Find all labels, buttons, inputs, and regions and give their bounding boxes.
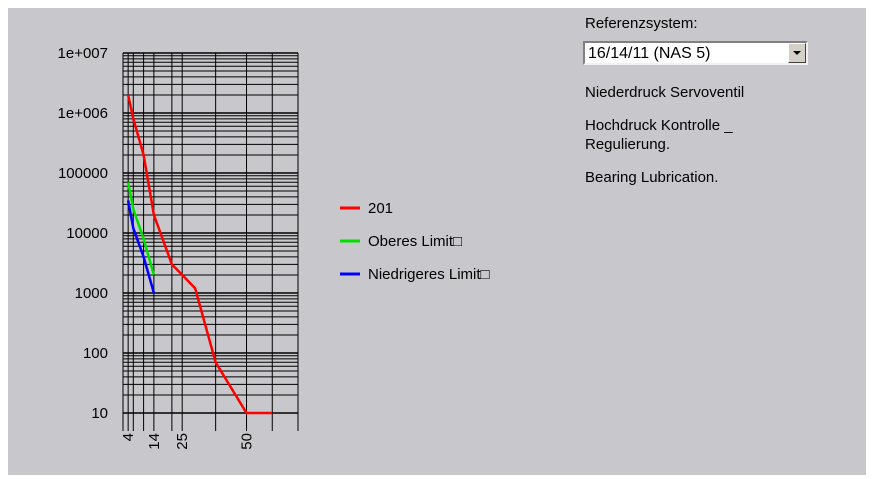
chart-series — [126, 94, 273, 415]
chart-legend: 201 Oberes Limit□ Niedrigeres Limit□ — [340, 200, 490, 283]
contamination-chart: 1e+007 1e+006 100000 10000 1000 100 10 4 14 25 50… — [58, 45, 490, 450]
x-tick-label: 25 — [174, 433, 191, 450]
y-tick-label: 1e+007 — [58, 45, 108, 62]
application-text-1: Niederdruck Servoventil — [585, 84, 745, 101]
application-text-2: Hochdruck Kontrolle _ Regulierung. — [585, 117, 733, 153]
y-tick-label: 10 — [91, 405, 108, 422]
series-line-3 — [126, 200, 156, 294]
x-axis-tick-labels: 4 14 25 50 — [120, 433, 255, 450]
x-tick-label: 4 — [120, 433, 137, 441]
series-line-1 — [126, 94, 273, 415]
reference-system-value: 16/14/11 (NAS 5) — [588, 45, 711, 62]
x-tick-label: 14 — [146, 433, 163, 450]
legend-label-3: Niedrigeres Limit□ — [368, 266, 490, 283]
chart-grid — [122, 52, 299, 431]
y-tick-label: 10000 — [66, 225, 108, 242]
chart-panel: 1e+007 1e+006 100000 10000 1000 100 10 4 14 25 50… — [8, 8, 866, 475]
legend-label-2: Oberes Limit□ — [368, 233, 462, 250]
reference-section: Referenzsystem: 16/14/11 (NAS 5) Niederd… — [583, 14, 853, 187]
reference-system-dropdown[interactable]: 16/14/11 (NAS 5) — [583, 41, 808, 65]
y-tick-label: 100 — [83, 345, 108, 362]
application-text-3: Bearing Lubrication. — [585, 169, 719, 186]
y-tick-label: 1000 — [75, 285, 108, 302]
legend-label-1: 201 — [368, 200, 393, 217]
y-tick-label: 100000 — [58, 165, 108, 182]
reference-system-label: Referenzsystem: — [585, 15, 698, 32]
y-tick-label: 1e+006 — [58, 105, 108, 122]
dropdown-arrow-icon[interactable] — [788, 43, 806, 63]
series-line-2 — [126, 182, 156, 276]
x-tick-label: 50 — [239, 433, 256, 450]
y-axis-tick-labels: 1e+007 1e+006 100000 10000 1000 100 10 — [58, 45, 108, 422]
